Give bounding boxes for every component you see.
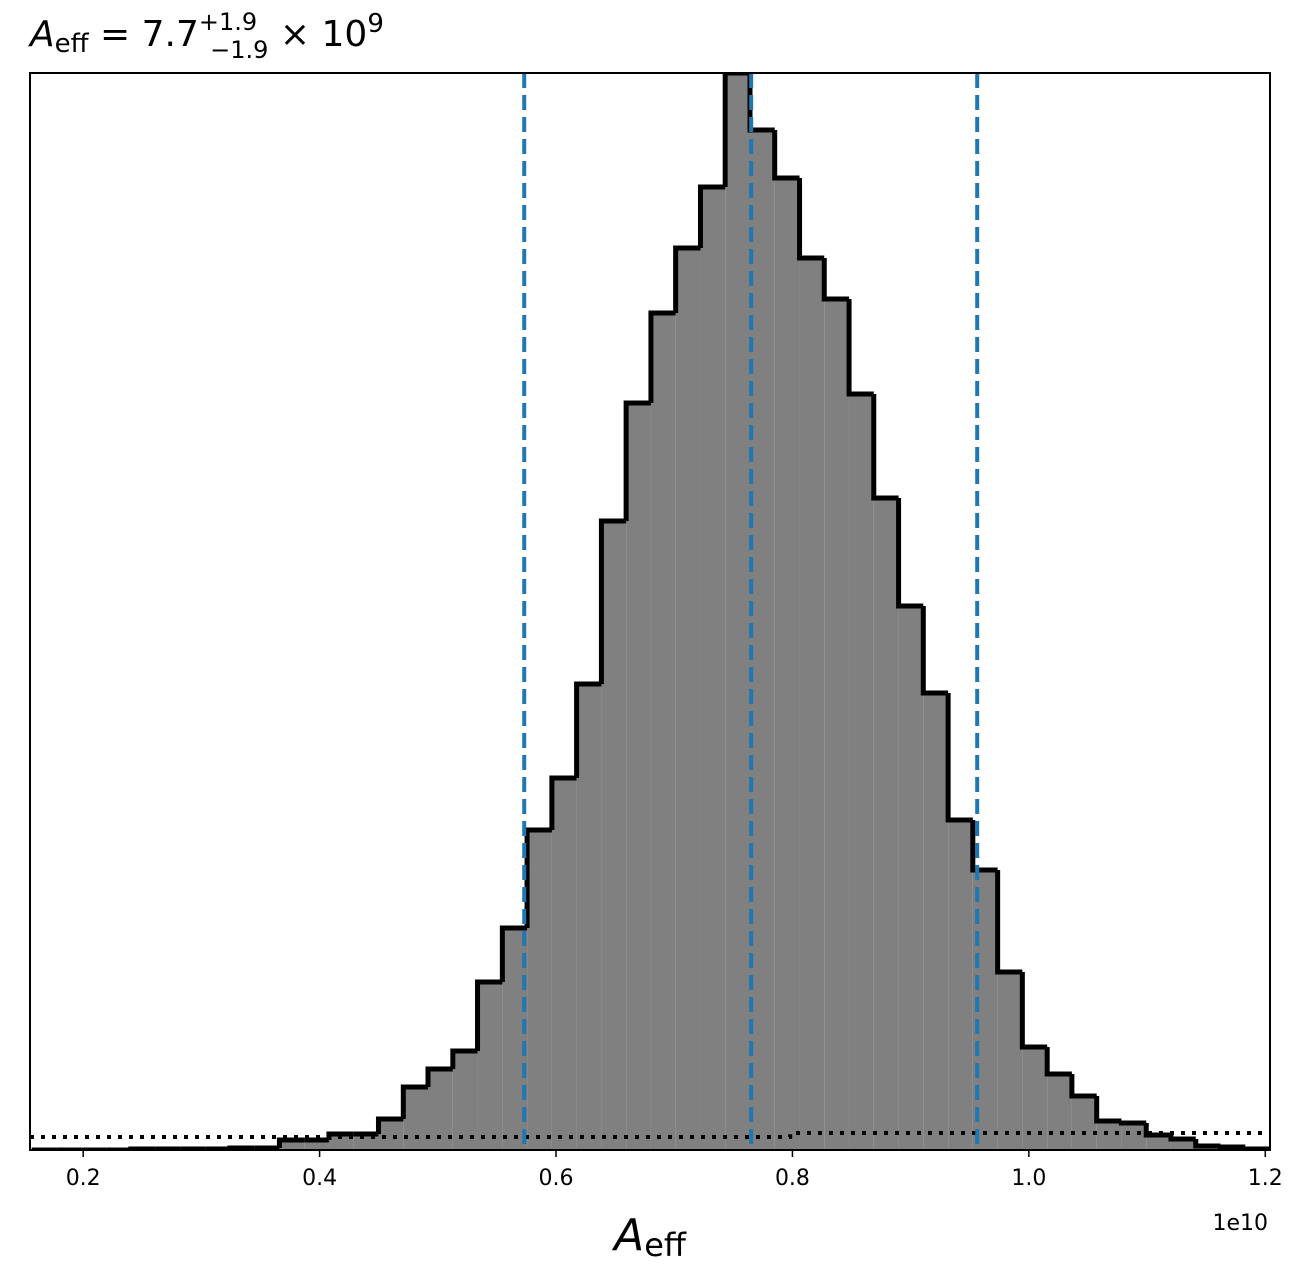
x-tick-label: 0.2 <box>66 1166 101 1191</box>
xlabel-symbol: A <box>611 1210 644 1261</box>
x-axis-label: Aeff <box>611 1210 687 1264</box>
bar-outline <box>648 310 676 403</box>
bar-outline <box>450 1048 478 1069</box>
bar <box>279 1140 305 1150</box>
bar <box>898 606 924 1150</box>
bar-outline <box>995 870 1023 975</box>
bar-outline <box>920 606 949 696</box>
bar-outline <box>797 178 825 261</box>
bar-outline <box>846 299 874 397</box>
bar-outline <box>673 245 701 313</box>
bar-outline <box>945 693 973 823</box>
bar-outline <box>1069 1074 1097 1099</box>
x-tick-label: 1.2 <box>1248 1166 1283 1191</box>
bar-outline <box>549 775 577 830</box>
bar <box>675 248 701 1150</box>
bar-outline <box>1044 1047 1072 1077</box>
bar <box>626 403 651 1150</box>
bar-outline <box>375 1116 404 1134</box>
title-subscript: eff <box>55 29 90 59</box>
bar <box>576 684 602 1150</box>
bar-outline <box>475 979 503 1051</box>
bar-outline <box>871 394 899 501</box>
title-lower: −1.9 <box>210 36 268 64</box>
x-offset-label: 1e10 <box>1212 1211 1268 1236</box>
bar <box>923 693 949 1150</box>
bar <box>997 972 1023 1150</box>
bar <box>452 1051 478 1150</box>
bar <box>551 778 577 1150</box>
bar-outline <box>1118 1120 1147 1126</box>
x-tick-label: 1.0 <box>1011 1166 1046 1191</box>
bar <box>1047 1074 1072 1150</box>
bar <box>378 1119 404 1150</box>
bar <box>650 313 676 1150</box>
bar <box>403 1087 429 1150</box>
bar <box>799 258 825 1150</box>
title-upper: +1.9 <box>199 8 257 36</box>
bar-outline <box>276 1137 305 1148</box>
bar <box>1071 1096 1097 1150</box>
bar-outline <box>722 73 751 187</box>
bar-outline <box>499 925 528 982</box>
x-tick-label: 0.8 <box>775 1166 810 1191</box>
bar-outline <box>574 681 602 778</box>
bar-outline <box>1168 1135 1196 1142</box>
bar <box>1022 1047 1048 1150</box>
bar <box>328 1134 354 1150</box>
bar <box>849 394 874 1150</box>
bar-outline <box>425 1066 453 1087</box>
bar <box>873 498 899 1150</box>
bar-outline <box>697 184 726 248</box>
bar-outline <box>524 827 552 928</box>
xlabel-subscript: eff <box>644 1226 687 1264</box>
bar-outline <box>400 1084 429 1119</box>
bar <box>477 982 503 1150</box>
bar-outline <box>1193 1139 1221 1149</box>
bar <box>750 130 775 1150</box>
bar <box>601 521 627 1150</box>
bar-outline <box>970 820 998 873</box>
x-tick-label: 0.6 <box>539 1166 574 1191</box>
bar <box>774 178 800 1150</box>
bar <box>948 820 973 1150</box>
bar <box>824 299 850 1150</box>
bar <box>1121 1123 1147 1150</box>
chart-title: Aeff = 7.7+1.9 −1.9 × 109 <box>28 8 384 64</box>
bar-outline <box>772 130 800 181</box>
bar <box>527 830 552 1150</box>
bar <box>1170 1139 1196 1150</box>
plot-frame <box>29 72 1271 1151</box>
bar-outline <box>821 258 850 302</box>
bar-outline <box>1019 972 1048 1050</box>
title-times: × 10 <box>268 14 367 55</box>
plot-area <box>30 73 1270 1150</box>
bar <box>700 187 726 1150</box>
bar-outline <box>623 400 651 521</box>
bar <box>725 73 751 1150</box>
bar-outline <box>598 518 627 684</box>
title-equals: = <box>89 14 142 55</box>
bar-outline <box>747 73 775 133</box>
x-tick-label: 0.4 <box>302 1166 337 1191</box>
bar-outline <box>896 498 924 609</box>
prior-line <box>30 1131 1270 1139</box>
bar <box>304 1140 329 1150</box>
bar <box>1146 1135 1171 1150</box>
bar-outline <box>1217 1144 1246 1150</box>
title-exponent: 9 <box>367 9 384 39</box>
bar-outline <box>1094 1096 1122 1124</box>
bar-outline <box>227 1145 255 1150</box>
bar <box>1096 1121 1122 1150</box>
title-symbol: A <box>28 14 55 55</box>
title-value: 7.7 <box>142 14 199 55</box>
